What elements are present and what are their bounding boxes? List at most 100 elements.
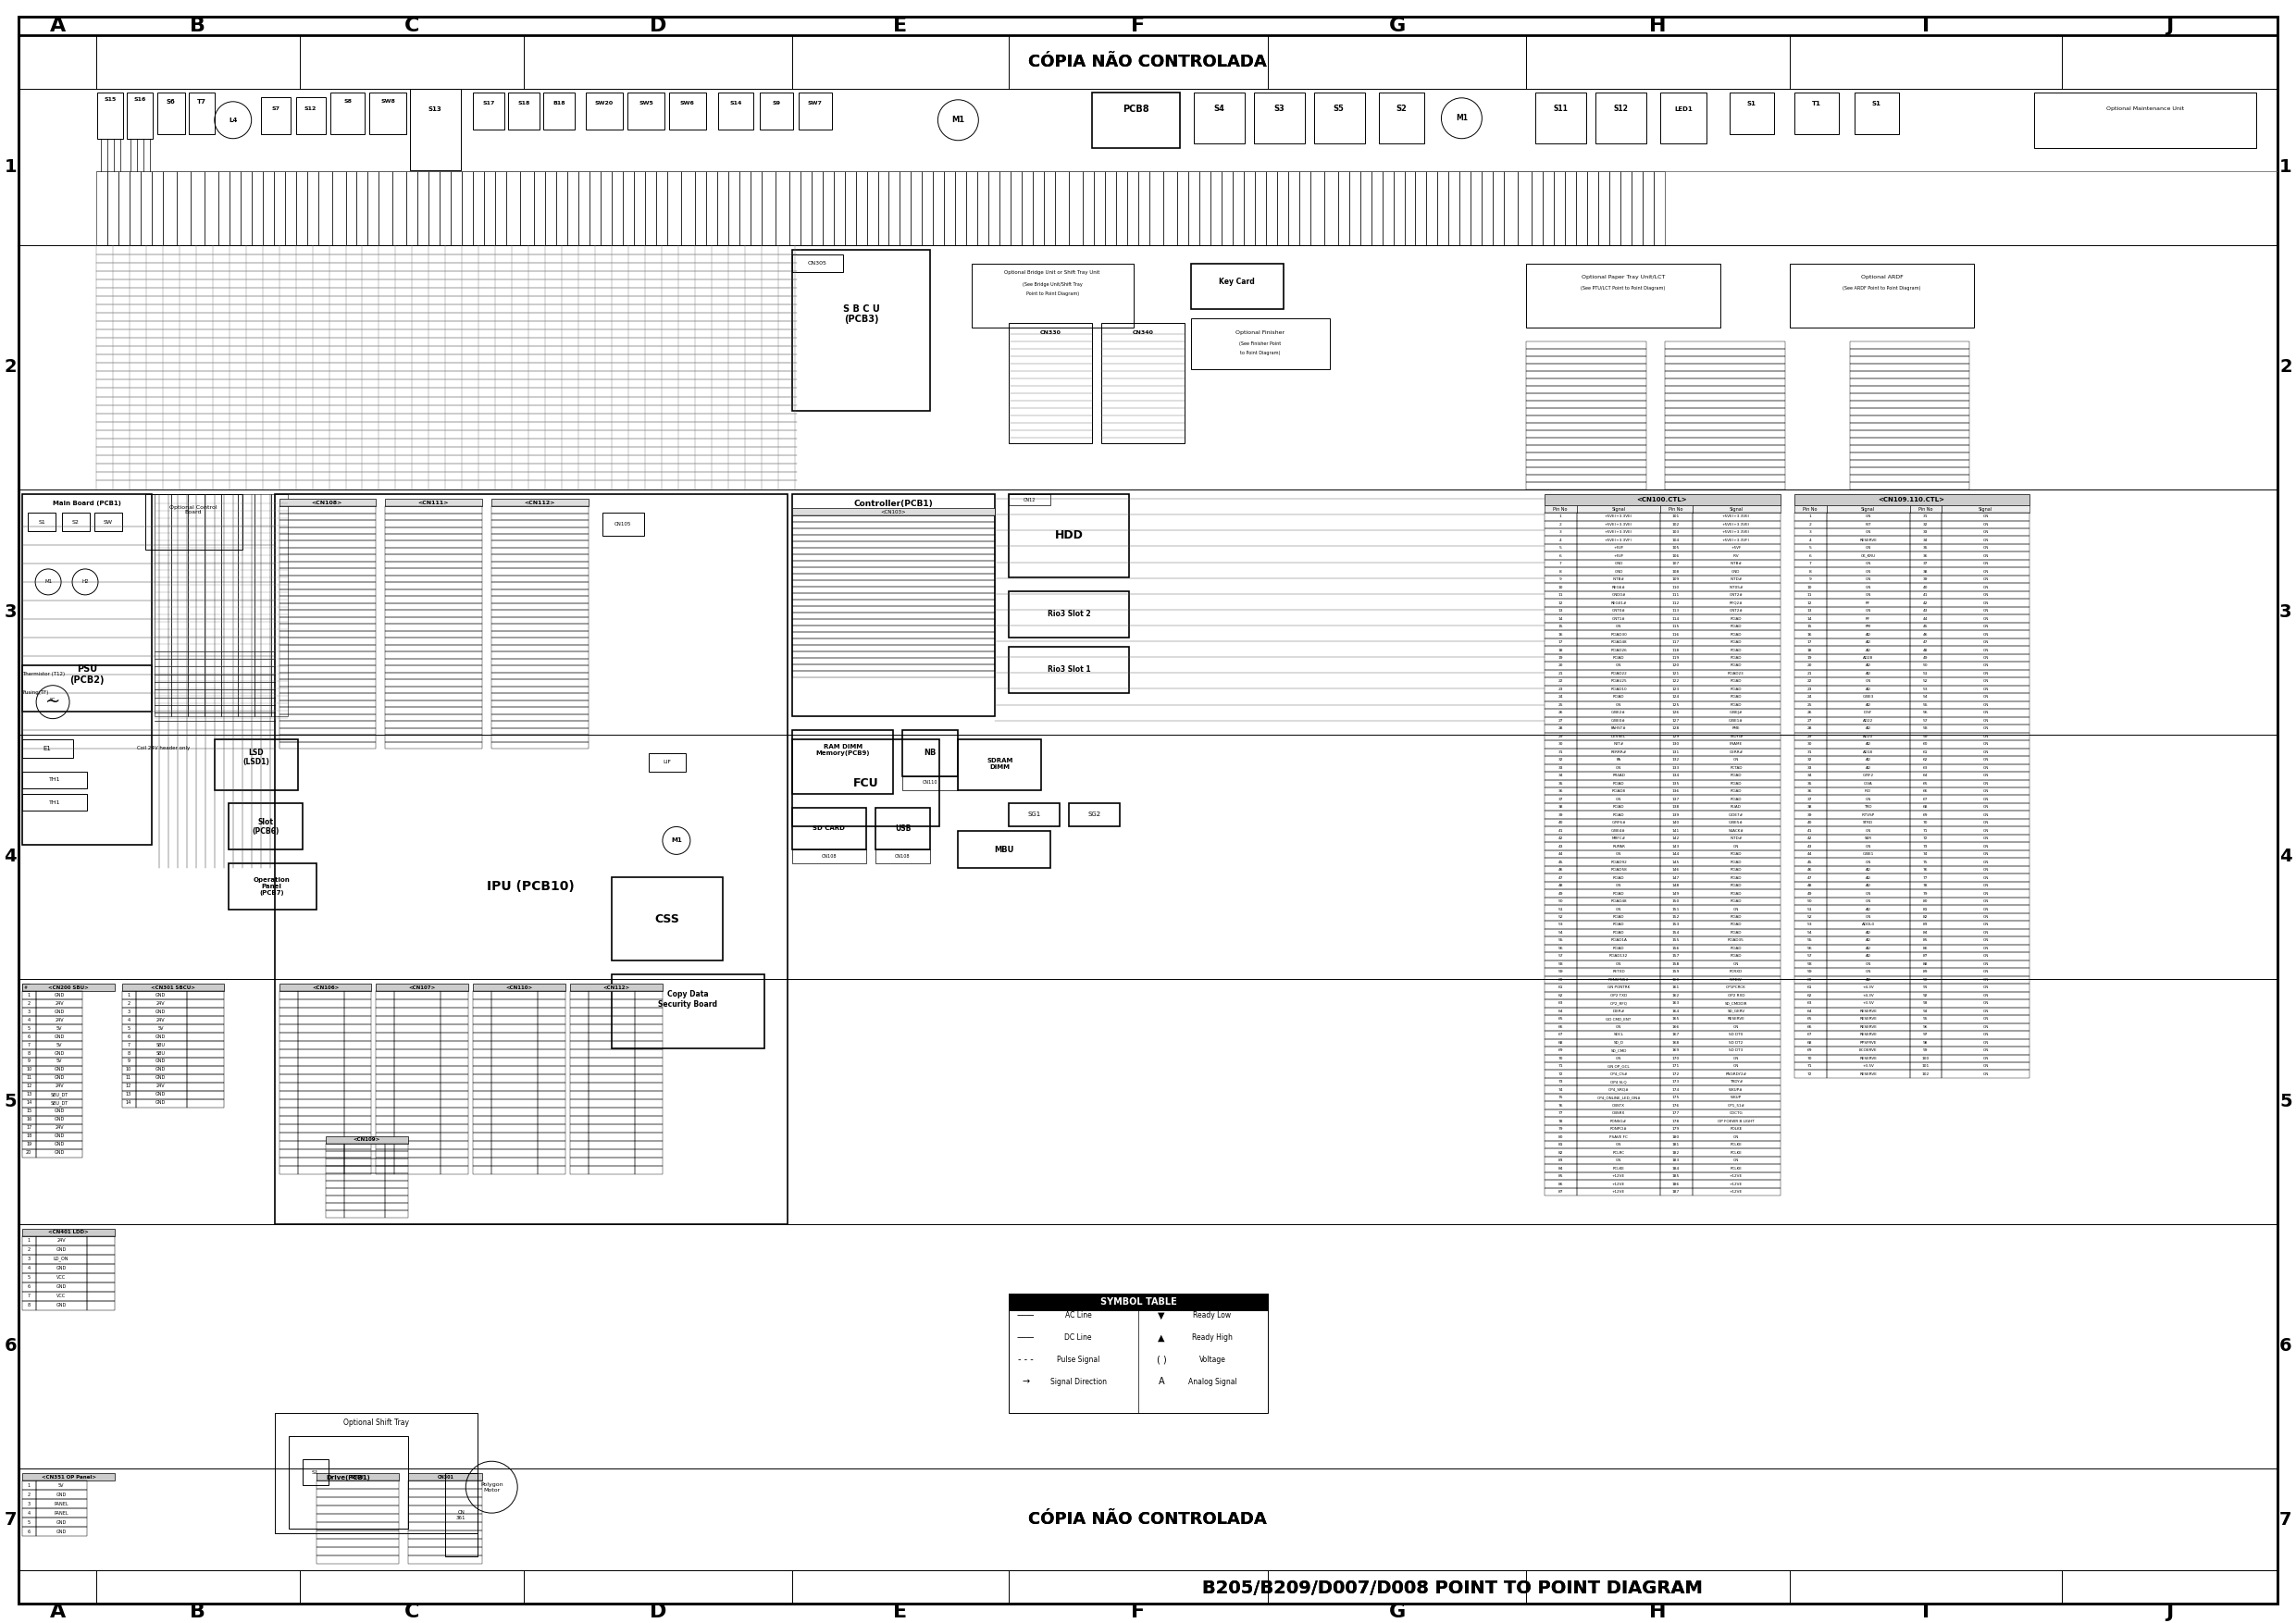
Text: 47: 47 bbox=[1807, 876, 1812, 880]
Text: PCIAD: PCIAD bbox=[1731, 633, 1743, 636]
Bar bbox=[1942, 945, 2030, 953]
Bar bbox=[491, 623, 588, 631]
Bar bbox=[344, 1165, 372, 1173]
Bar bbox=[1793, 677, 1828, 685]
Bar bbox=[1910, 928, 1942, 936]
Bar bbox=[473, 1149, 491, 1157]
Text: 24V: 24V bbox=[55, 1125, 64, 1130]
Text: M1: M1 bbox=[951, 115, 964, 125]
Text: AD: AD bbox=[1864, 766, 1871, 769]
Bar bbox=[1692, 889, 1779, 898]
Bar bbox=[1793, 701, 1828, 709]
Bar bbox=[1910, 670, 1942, 677]
Text: 163: 163 bbox=[1671, 1001, 1681, 1005]
Bar bbox=[1942, 1000, 2030, 1008]
Bar bbox=[1692, 1047, 1779, 1055]
Text: 70: 70 bbox=[1559, 1057, 1564, 1060]
Bar bbox=[1577, 834, 1660, 842]
Bar bbox=[386, 562, 482, 568]
Text: Voltage: Voltage bbox=[1199, 1355, 1226, 1363]
Bar bbox=[1577, 967, 1660, 975]
Bar bbox=[473, 1107, 491, 1117]
Text: 124: 124 bbox=[1671, 695, 1681, 700]
Bar bbox=[1942, 873, 2030, 881]
Bar bbox=[544, 93, 574, 130]
Bar bbox=[377, 1107, 395, 1117]
Bar bbox=[37, 1527, 87, 1535]
Bar bbox=[1910, 812, 1942, 820]
Text: SW: SW bbox=[103, 519, 113, 524]
Bar bbox=[1527, 409, 1646, 415]
Bar bbox=[87, 1292, 115, 1300]
Text: 5: 5 bbox=[28, 1026, 30, 1031]
Bar bbox=[1660, 724, 1692, 732]
Text: 35: 35 bbox=[1559, 782, 1564, 786]
Text: S1: S1 bbox=[312, 1470, 319, 1475]
Bar bbox=[569, 1141, 588, 1149]
Text: OP1PCRCK: OP1PCRCK bbox=[1727, 985, 1745, 990]
Bar bbox=[1828, 945, 1910, 953]
Text: GN: GN bbox=[1981, 844, 1988, 849]
Bar bbox=[280, 1083, 298, 1091]
Bar bbox=[978, 170, 990, 245]
Text: S4ACK#: S4ACK# bbox=[1729, 829, 1745, 833]
Text: E1: E1 bbox=[44, 745, 51, 751]
Bar bbox=[1793, 615, 1828, 623]
Bar bbox=[317, 1498, 400, 1506]
Bar bbox=[1910, 505, 1942, 513]
Text: GND: GND bbox=[156, 1068, 165, 1071]
Bar bbox=[1692, 945, 1779, 953]
Bar bbox=[1545, 1180, 1577, 1188]
Bar bbox=[716, 170, 728, 245]
Bar bbox=[1545, 936, 1577, 945]
Text: PCIAD: PCIAD bbox=[1612, 656, 1626, 661]
Bar bbox=[1665, 372, 1784, 378]
Bar bbox=[1942, 764, 2030, 773]
Text: MBU: MBU bbox=[994, 846, 1015, 854]
Bar bbox=[344, 1107, 372, 1117]
Bar bbox=[1210, 170, 1221, 245]
Bar bbox=[957, 831, 1052, 868]
Bar bbox=[1426, 170, 1437, 245]
Bar bbox=[1660, 717, 1692, 724]
Text: SW6: SW6 bbox=[680, 101, 696, 105]
Bar bbox=[1692, 693, 1779, 701]
Text: +5VF: +5VF bbox=[1731, 545, 1740, 550]
Bar bbox=[1265, 170, 1277, 245]
Bar bbox=[135, 1074, 186, 1083]
Bar bbox=[122, 1091, 135, 1099]
Bar bbox=[326, 1165, 344, 1173]
Text: 29: 29 bbox=[1559, 735, 1564, 738]
Text: AD20: AD20 bbox=[1862, 735, 1874, 738]
Bar bbox=[280, 610, 377, 617]
Bar bbox=[1910, 1014, 1942, 1022]
Bar bbox=[1527, 342, 1646, 349]
Bar bbox=[347, 170, 356, 245]
Text: 9: 9 bbox=[126, 1060, 131, 1063]
Text: 90: 90 bbox=[1922, 979, 1929, 982]
Bar bbox=[792, 516, 994, 523]
Bar bbox=[1660, 646, 1692, 654]
Bar bbox=[634, 1157, 664, 1165]
Bar bbox=[1942, 638, 2030, 646]
Text: S7: S7 bbox=[271, 107, 280, 112]
Text: 89: 89 bbox=[1922, 971, 1929, 974]
Bar bbox=[569, 1149, 588, 1157]
Bar bbox=[1545, 724, 1577, 732]
Text: 14: 14 bbox=[25, 1100, 32, 1105]
Bar bbox=[23, 1282, 37, 1292]
Bar bbox=[491, 1050, 537, 1058]
Bar bbox=[1793, 607, 1828, 615]
Text: 26: 26 bbox=[1559, 711, 1564, 714]
Bar bbox=[1104, 170, 1116, 245]
Bar bbox=[344, 1203, 386, 1211]
Text: C/RF2: C/RF2 bbox=[1862, 774, 1874, 777]
Bar bbox=[1325, 170, 1339, 245]
Text: 67: 67 bbox=[1559, 1032, 1564, 1037]
Bar bbox=[1793, 1031, 1828, 1039]
Bar bbox=[1577, 1102, 1660, 1110]
Bar bbox=[569, 1016, 588, 1024]
Text: ——: —— bbox=[1017, 1332, 1035, 1342]
Bar bbox=[1660, 1061, 1692, 1070]
Bar bbox=[537, 1074, 565, 1083]
